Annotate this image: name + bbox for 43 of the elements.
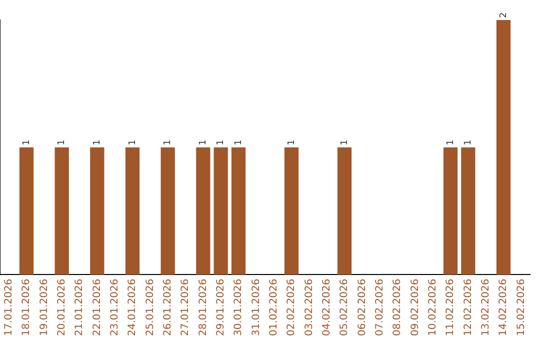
x-tick-label: 11.02.2026 <box>445 278 456 336</box>
x-tick-label: 03.02.2026 <box>304 278 315 336</box>
x-tick-label: 27.01.2026 <box>180 278 192 336</box>
x-tick-label: 17.01.2026 <box>3 278 14 336</box>
x-tick-label: 25.01.2026 <box>144 278 156 336</box>
x-tick-label: 22.01.2026 <box>92 278 103 336</box>
x-tick-label: 04.02.2026 <box>321 278 332 336</box>
data-label: 1 <box>340 140 350 146</box>
data-label: 1 <box>464 140 474 146</box>
x-tick-label: 19.01.2026 <box>38 278 50 336</box>
x-tick-label: 31.01.2026 <box>250 278 262 336</box>
data-label: 1 <box>234 140 244 146</box>
data-label: 1 <box>128 140 138 146</box>
data-label: 1 <box>22 140 32 146</box>
data-label: 1 <box>198 140 209 146</box>
x-tick-label: 05.02.2026 <box>339 278 350 336</box>
x-tick-label: 01.02.2026 <box>268 278 280 336</box>
x-tick-label: 21.01.2026 <box>74 278 86 336</box>
x-tick-label: 20.01.2026 <box>56 278 68 336</box>
x-tick-label: 29.01.2026 <box>215 278 226 336</box>
x-tick-label: 13.02.2026 <box>480 278 492 336</box>
x-tick-label: 26.01.2026 <box>162 278 174 336</box>
x-tick-label: 12.02.2026 <box>462 278 474 336</box>
x-tick-label: 23.01.2026 <box>109 278 120 336</box>
data-label: 1 <box>286 140 297 146</box>
x-tick-label: 10.02.2026 <box>427 278 438 336</box>
data-label: 1 <box>446 140 456 146</box>
data-label: 2 <box>498 12 509 18</box>
x-tick-label: 30.01.2026 <box>233 278 244 336</box>
x-tick-label: 02.02.2026 <box>286 278 298 336</box>
data-label: 1 <box>163 140 174 146</box>
x-tick-label: 08.02.2026 <box>392 278 404 336</box>
x-tick-label: 06.02.2026 <box>356 278 368 336</box>
data-label: 1 <box>57 140 68 146</box>
x-tick-label: 18.01.2026 <box>21 278 32 336</box>
x-tick-label: 24.01.2026 <box>127 278 138 336</box>
data-label: 1 <box>92 140 103 146</box>
x-tick-label: 07.02.2026 <box>374 278 386 336</box>
x-tick-label: 28.01.2026 <box>198 278 209 336</box>
data-label: 1 <box>216 140 226 146</box>
x-tick-label: 15.02.2026 <box>516 278 527 336</box>
x-tick-label: 09.02.2026 <box>410 278 421 336</box>
x-tick-label: 14.02.2026 <box>498 278 510 336</box>
